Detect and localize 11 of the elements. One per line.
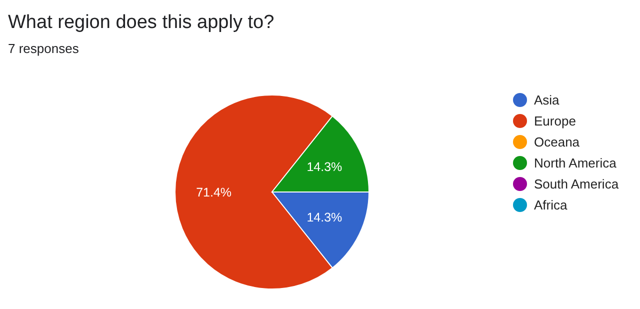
- data-label: 14.3%: [306, 160, 342, 174]
- legend-label: Africa: [534, 198, 568, 213]
- data-label: 71.4%: [196, 185, 232, 200]
- text: 7 responses: [8, 41, 80, 56]
- legend-label: North America: [534, 156, 618, 171]
- legend-label: Asia: [534, 92, 560, 108]
- legend-label: Europe: [534, 114, 576, 129]
- data-label: 14.3%: [306, 210, 342, 225]
- chart-title: What region does this apply to?: [8, 12, 274, 33]
- legend-label: Oceana: [534, 134, 580, 150]
- legend-label: South America: [534, 176, 620, 192]
